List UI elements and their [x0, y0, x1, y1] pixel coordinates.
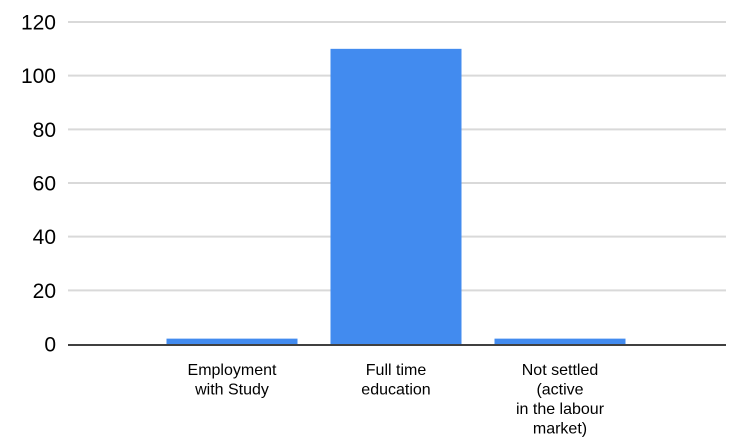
y-tick-label: 60 [33, 173, 56, 196]
x-tick-label-line: with Study [194, 382, 269, 399]
x-tick-label-line: in the labour [516, 401, 605, 418]
bar [330, 48, 462, 344]
x-tick-label-line: (active [536, 382, 583, 399]
x-tick-label: Employment with Study [188, 362, 277, 399]
x-tick-label: Not settled (active in the labour market) [516, 362, 605, 438]
y-tick-label: 20 [33, 280, 56, 303]
x-axis-ticks: Employment with Study Full time education No… [188, 362, 605, 438]
x-tick-label-line: Full time [366, 362, 427, 379]
bars [166, 48, 626, 344]
x-tick-label-line: education [361, 382, 430, 399]
y-axis-ticks: 0 20 40 60 80 100 120 [21, 12, 56, 357]
y-tick-label: 120 [21, 12, 56, 35]
y-tick-label: 80 [33, 119, 56, 142]
bar [494, 338, 626, 344]
y-tick-label: 100 [21, 65, 56, 88]
bar [166, 338, 298, 344]
x-tick-label-line: market) [533, 421, 587, 438]
y-tick-label: 40 [33, 226, 56, 249]
x-tick-label-line: Not settled [522, 362, 598, 379]
x-tick-label-line: Employment [188, 362, 277, 379]
y-tick-label: 0 [44, 334, 56, 357]
x-tick-label: Full time education [361, 362, 430, 399]
